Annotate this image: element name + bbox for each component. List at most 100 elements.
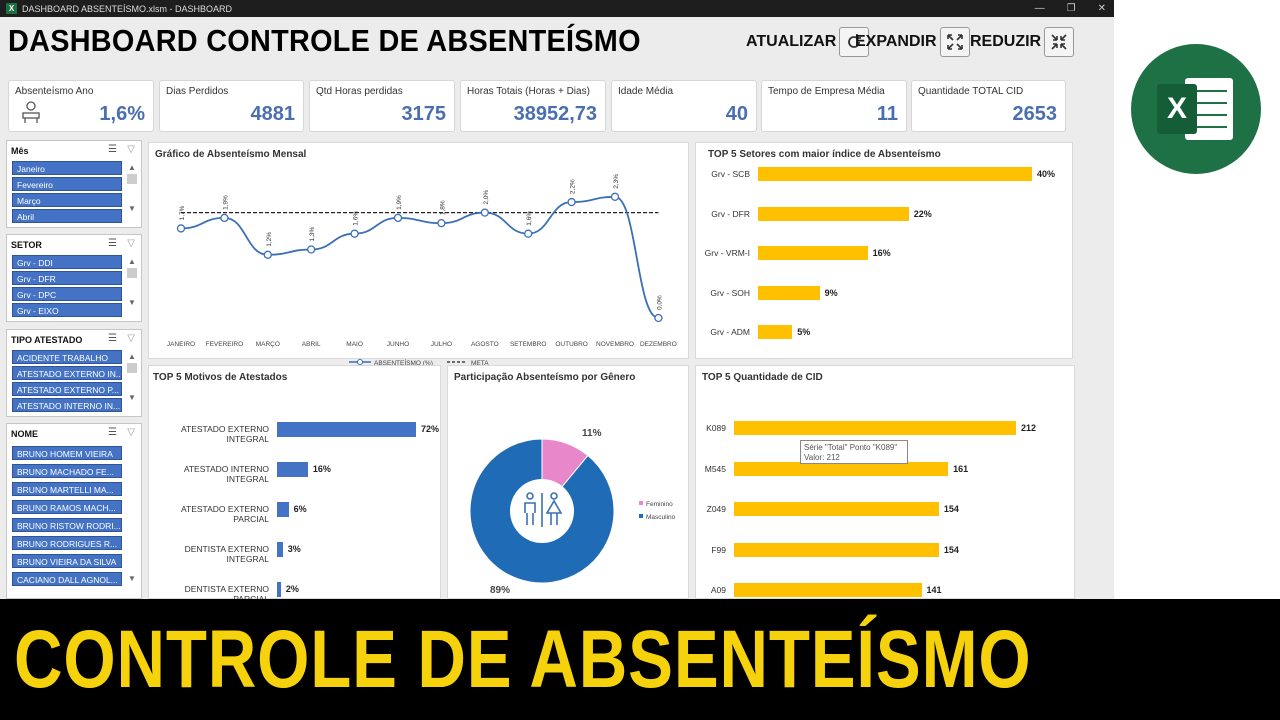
desk-icon [22, 101, 40, 123]
bar[interactable] [758, 246, 868, 260]
slicer-item[interactable]: Abril [12, 209, 122, 223]
clear-filter-icon[interactable]: ▽ [127, 144, 135, 155]
minimize-icon[interactable]: — [1034, 3, 1045, 14]
motivos-chart-panel[interactable]: TOP 5 Motivos de Atestados ATESTADO EXTE… [148, 365, 441, 604]
data-label: 1,9% [222, 195, 229, 210]
data-point[interactable] [350, 229, 359, 238]
chart-title: Participação Absenteísmo por Gênero [454, 372, 636, 383]
data-label: 2,2% [570, 179, 577, 194]
bar[interactable] [277, 462, 308, 477]
slicer-item[interactable]: Março [12, 193, 122, 207]
slicer-item[interactable]: BRUNO VIEIRA DA SILVA [12, 554, 122, 568]
clear-filter-icon[interactable]: ▽ [127, 333, 135, 344]
window-title: DASHBOARD ABSENTEÍSMO.xlsm - DASHBOARD [22, 3, 233, 14]
scrollbar[interactable]: ▼ [128, 574, 136, 583]
x-tick-label: ABRIL [302, 341, 321, 348]
slicer-tipo-atestado[interactable]: TIPO ATESTADO ☰ ▽ ACIDENTE TRABALHO ATESTA… [6, 329, 142, 417]
slicer-item[interactable]: Grv - DPC [12, 287, 122, 301]
multiselect-icon[interactable]: ☰ [108, 427, 117, 438]
expand-button[interactable]: EXPANDIR [855, 27, 970, 57]
slicer-item[interactable]: ACIDENTE TRABALHO [12, 350, 122, 364]
data-point[interactable] [567, 197, 576, 207]
slicer-item[interactable]: CACIANO DALL AGNOL... [12, 572, 122, 586]
setores-chart-panel[interactable]: TOP 5 Setores com maior índice de Absent… [695, 142, 1073, 359]
slicer-title: TIPO ATESTADO [11, 335, 83, 345]
refresh-icon[interactable] [839, 27, 870, 57]
slicer-title: SETOR [11, 240, 42, 250]
data-point[interactable] [307, 245, 316, 254]
bar[interactable] [758, 325, 793, 339]
bar[interactable] [758, 206, 909, 221]
clear-filter-icon[interactable]: ▽ [127, 427, 135, 438]
slicer-item[interactable]: ATESTADO EXTERNO P... [12, 382, 122, 396]
bar[interactable] [734, 502, 939, 516]
x-tick-label: JANEIRO [167, 341, 195, 348]
data-label: 0,0% [656, 295, 663, 310]
reduce-button[interactable]: REDUZIR [970, 27, 1075, 57]
data-point[interactable] [176, 224, 186, 233]
slicer-item[interactable]: BRUNO HOMEM VIEIRA [12, 446, 122, 460]
multiselect-icon[interactable]: ☰ [108, 238, 117, 249]
expand-icon[interactable] [939, 27, 970, 57]
slicer-item[interactable]: ATESTADO INTERNO IN... [12, 398, 122, 412]
kpi-tempo-empresa: Tempo de Empresa Média 11 [761, 80, 907, 132]
data-point[interactable] [524, 229, 533, 238]
bar[interactable] [277, 502, 289, 517]
kpi-value: 1,6% [99, 103, 145, 125]
slicer-mes[interactable]: Mês ☰ ▽ Janeiro Fevereiro Março Abril ▲ ▼ [6, 140, 142, 228]
slicer-item[interactable]: BRUNO RODRIGUES R... [12, 536, 122, 550]
scrollbar[interactable]: ▲ ▼ [127, 163, 137, 213]
slicer-item[interactable]: BRUNO MACHADO FE... [12, 464, 122, 478]
slicer-item[interactable]: Fevereiro [12, 177, 122, 191]
data-point[interactable] [263, 250, 272, 259]
slicer-item[interactable]: ATESTADO EXTERNO IN... [12, 366, 122, 380]
slicer-item[interactable]: Grv - DFR [12, 271, 122, 285]
slicer-setor[interactable]: SETOR ☰ ▽ Grv - DDI Grv - DFR Grv - DPC Gr… [6, 234, 142, 322]
data-point[interactable] [654, 313, 663, 323]
reduce-icon[interactable] [1044, 27, 1075, 57]
bar[interactable] [734, 421, 1016, 435]
legend-marker-icon [357, 359, 363, 365]
bar[interactable] [734, 542, 939, 557]
bar[interactable] [734, 583, 922, 597]
slicer-item[interactable]: BRUNO RISTOW RODRI... [12, 518, 122, 532]
kpi-value: 38952,73 [513, 103, 597, 125]
slicer-item[interactable]: Janeiro [12, 161, 122, 175]
close-icon[interactable]: ✕ [1097, 3, 1106, 14]
x-tick-label: AGOSTO [471, 341, 499, 348]
data-label: 2,3% [613, 174, 620, 189]
scrollbar[interactable]: ▲ ▼ [127, 257, 137, 307]
data-point[interactable] [393, 213, 403, 223]
slicer-nome[interactable]: NOME ☰ ▽ BRUNO HOMEM VIEIRA BRUNO MACHADO … [6, 423, 142, 599]
bar[interactable] [277, 422, 416, 437]
cid-chart-panel[interactable]: TOP 5 Quantidade de CID K089 212 M545 161 Z0… [695, 365, 1075, 599]
data-point[interactable] [610, 192, 620, 201]
data-point[interactable] [437, 219, 446, 228]
excel-logo-letter: X [1157, 84, 1197, 134]
refresh-button[interactable]: ATUALIZAR [746, 27, 870, 57]
bar[interactable] [758, 167, 1032, 181]
multiselect-icon[interactable]: ☰ [108, 333, 117, 344]
monthly-line-chart: 1,7% 1,9% 1,2% 1,3% 1,6% 1,9% 1,8% 2,0% 1,6% 2,2%… [167, 174, 677, 367]
kpi-label: Tempo de Empresa Média [768, 86, 885, 97]
bar[interactable] [277, 582, 281, 597]
bar[interactable] [758, 285, 820, 300]
slicer-item[interactable]: Grv - DDI [12, 255, 122, 269]
chart-title: TOP 5 Motivos de Atestados [153, 372, 288, 383]
monthly-chart-panel[interactable]: Gráfico de Absenteísmo Mensal 1,7% 1,9% 1,… [148, 142, 689, 367]
slicer-item[interactable]: BRUNO MARTELLI MA... [12, 482, 122, 496]
bar-value-label: 6% [293, 504, 307, 514]
bar-value-label: 212 [1021, 423, 1037, 433]
genero-chart-panel[interactable]: Participação Absenteísmo por Gênero 11% 8… [447, 365, 689, 599]
bar[interactable] [734, 461, 949, 476]
slicer-item[interactable]: Grv - EIXO [12, 303, 122, 317]
data-point[interactable] [220, 213, 229, 223]
data-point[interactable] [480, 208, 489, 217]
scrollbar[interactable]: ▲ ▼ [127, 352, 137, 402]
banner-text: CONTROLE DE ABSENTEÍSMO [14, 613, 1032, 705]
slicer-item[interactable]: BRUNO RAMOS MACH... [12, 500, 122, 514]
restore-icon[interactable]: ❐ [1066, 3, 1076, 14]
clear-filter-icon[interactable]: ▽ [127, 238, 135, 249]
multiselect-icon[interactable]: ☰ [108, 144, 117, 155]
bar[interactable] [277, 542, 283, 557]
